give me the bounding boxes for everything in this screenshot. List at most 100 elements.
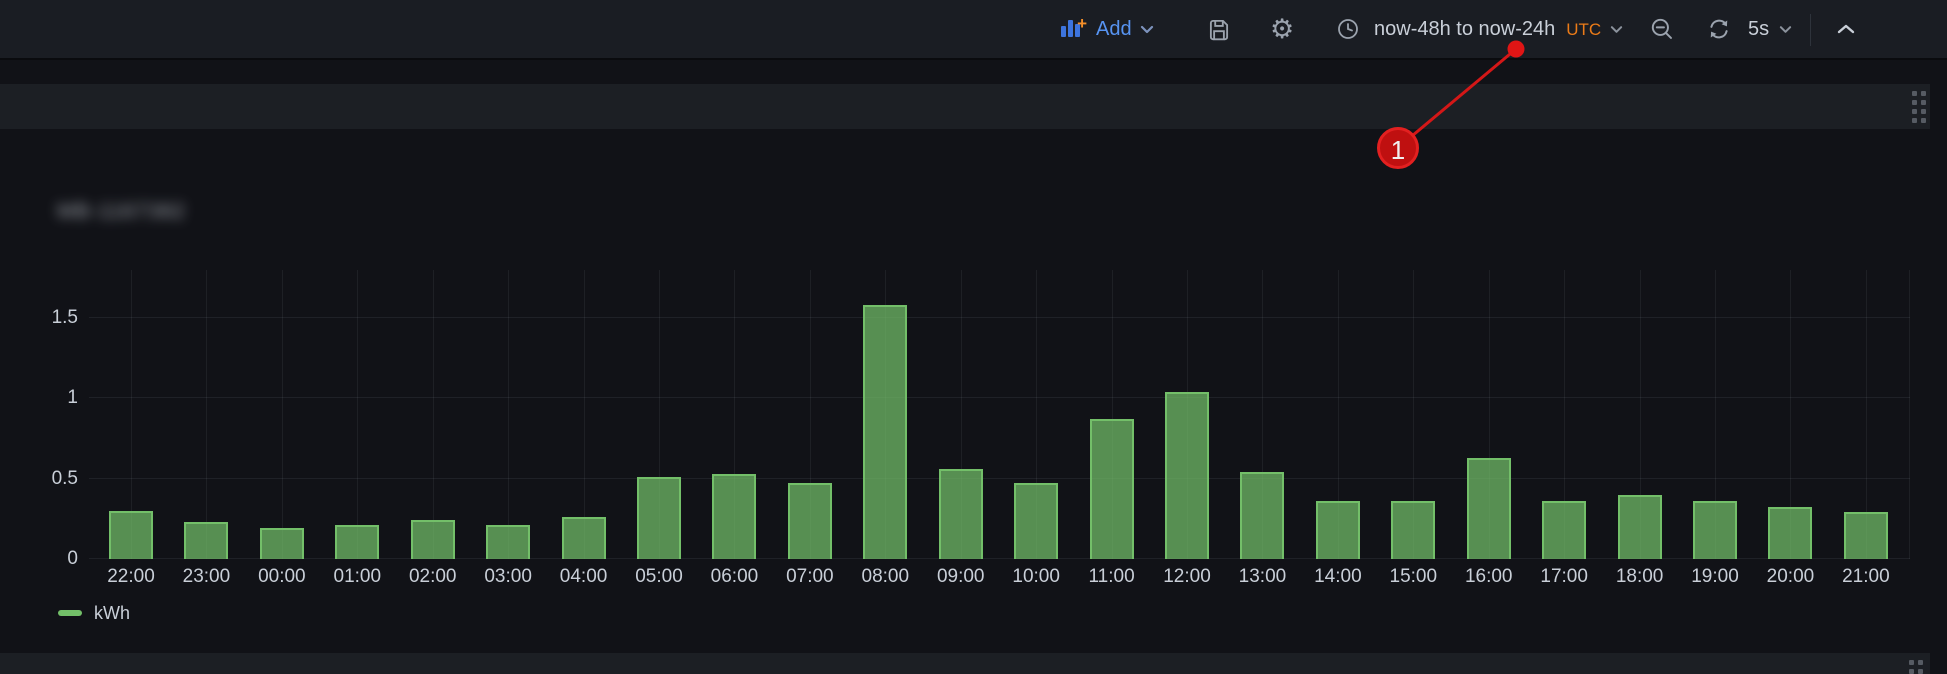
y-tick-label: 0.5 — [51, 467, 78, 489]
gridline-v — [1337, 270, 1339, 559]
bar-20:00[interactable] — [1768, 507, 1813, 559]
gridline-v — [659, 270, 660, 559]
legend-swatch — [58, 610, 82, 616]
gridline-v — [960, 270, 962, 559]
chevron-down-icon — [1779, 25, 1792, 33]
x-tick-label: 13:00 — [1238, 566, 1287, 587]
save-icon — [1209, 19, 1229, 41]
x-tick-label: 04:00 — [559, 566, 608, 587]
bar-00:00[interactable] — [259, 528, 304, 559]
bar-04:00[interactable] — [561, 517, 606, 559]
y-tick-label: 0 — [67, 548, 78, 569]
gridline-v — [1262, 270, 1264, 559]
refresh-button[interactable] — [1706, 0, 1732, 58]
refresh-interval-dropdown[interactable]: 5s — [1748, 0, 1792, 58]
chevron-down-icon — [1140, 25, 1153, 33]
bar-02:00[interactable] — [410, 520, 455, 559]
gridline-v — [1488, 270, 1490, 559]
bar-07:00[interactable] — [787, 483, 832, 559]
x-tick-label: 11:00 — [1088, 566, 1135, 587]
x-tick-label: 20:00 — [1766, 566, 1815, 587]
panel-below-sliver — [0, 653, 1930, 674]
gridline-v — [734, 270, 736, 559]
legend-item-kwh[interactable]: kWh — [58, 601, 130, 625]
bar-21:00[interactable] — [1843, 512, 1888, 559]
bar-10:00[interactable] — [1014, 483, 1059, 559]
bar-18:00[interactable] — [1617, 495, 1662, 559]
legend-label: kWh — [94, 602, 130, 623]
gridline-h — [89, 558, 1910, 559]
gridline-v — [809, 270, 811, 559]
gridline-v — [583, 270, 585, 559]
gridline-v — [1865, 270, 1867, 559]
gridline-v — [357, 270, 359, 559]
panel-drag-handle-icon[interactable] — [1909, 660, 1923, 674]
bar-12:00[interactable] — [1165, 392, 1210, 559]
bar-05:00[interactable] — [637, 477, 681, 559]
bar-03:00[interactable] — [486, 525, 531, 559]
x-tick-label: 01:00 — [333, 566, 382, 587]
x-tick-label: 17:00 — [1540, 566, 1588, 587]
gridline-v — [1036, 270, 1038, 559]
bar-17:00[interactable] — [1542, 501, 1587, 559]
bar-16:00[interactable] — [1466, 458, 1511, 559]
y-tick-label: 1.5 — [51, 306, 78, 328]
bar-15:00[interactable] — [1391, 501, 1436, 559]
chevron-down-icon — [1611, 25, 1623, 33]
time-range-label: now-48h to now-24h — [1374, 17, 1556, 40]
bar-chart-plot-area — [89, 270, 1910, 559]
bar-09:00[interactable] — [938, 469, 983, 559]
bar-01:00[interactable] — [335, 525, 380, 559]
collapse-toolbar-button[interactable] — [1836, 0, 1856, 58]
annotation-badge — [1377, 127, 1419, 169]
gridline-h — [89, 477, 1910, 479]
x-tick-label: 14:00 — [1314, 566, 1362, 587]
panel-drag-handle-icon[interactable] — [1912, 91, 1926, 123]
refresh-icon — [1710, 19, 1728, 39]
gridline-v — [508, 270, 510, 559]
bar-22:00[interactable] — [109, 511, 153, 559]
bar-13:00[interactable] — [1240, 472, 1285, 559]
refresh-interval-label: 5s — [1748, 17, 1770, 40]
clock-icon — [1338, 19, 1358, 39]
zoom-out-time-button[interactable] — [1649, 0, 1675, 58]
gridline-v — [1790, 270, 1792, 559]
x-tick-label: 08:00 — [861, 566, 910, 587]
x-tick-label: 09:00 — [936, 566, 985, 587]
gridline-h — [89, 397, 1910, 398]
x-tick-label: 15:00 — [1389, 566, 1438, 587]
y-tick-label: 1 — [67, 387, 78, 408]
gridline-v — [131, 270, 132, 559]
add-button[interactable]: + Add — [1060, 0, 1154, 58]
x-tick-label: 07:00 — [786, 566, 834, 587]
gridline-v — [1413, 270, 1415, 559]
gear-icon: ⚙ — [1270, 13, 1295, 44]
dashboard-settings-button[interactable]: ⚙ — [1270, 0, 1294, 58]
bar-19:00[interactable] — [1693, 501, 1738, 559]
x-tick-label: 18:00 — [1615, 566, 1664, 587]
x-tick-label: 21:00 — [1842, 566, 1890, 587]
bar-23:00[interactable] — [184, 522, 229, 559]
time-range-picker[interactable]: now-48h to now-24h UTC — [1336, 0, 1623, 58]
panel-above-sliver — [0, 84, 1930, 129]
bar-14:00[interactable] — [1315, 501, 1360, 559]
x-tick-label: 16:00 — [1464, 566, 1513, 587]
x-tick-label: 12:00 — [1163, 566, 1211, 587]
annotation-number: 1 — [1391, 135, 1405, 165]
x-tick-label: 22:00 — [107, 566, 155, 587]
x-tick-label: 00:00 — [258, 566, 306, 587]
gridline-v — [206, 270, 208, 559]
gridline-h — [89, 316, 1910, 318]
x-tick-label: 19:00 — [1691, 566, 1739, 587]
x-tick-label: 03:00 — [484, 566, 532, 587]
x-tick-label: 10:00 — [1012, 566, 1060, 587]
bar-06:00[interactable] — [712, 474, 757, 559]
x-tick-label: 02:00 — [408, 566, 457, 587]
bar-08:00[interactable] — [863, 305, 908, 559]
gridline-v — [432, 270, 434, 559]
x-tick-label: 06:00 — [710, 566, 759, 587]
gridline-v — [1564, 270, 1566, 559]
save-dashboard-button[interactable] — [1206, 0, 1232, 58]
add-button-label: Add — [1096, 17, 1132, 40]
bar-11:00[interactable] — [1089, 419, 1134, 559]
